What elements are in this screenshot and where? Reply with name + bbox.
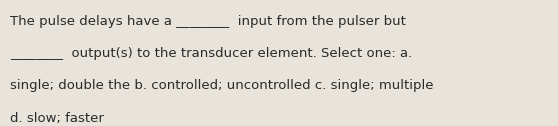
Text: d. slow; faster: d. slow; faster	[10, 112, 104, 124]
Text: The pulse delays have a ________  input from the pulser but: The pulse delays have a ________ input f…	[10, 15, 406, 28]
Text: ________  output(s) to the transducer element. Select one: a.: ________ output(s) to the transducer ele…	[10, 47, 412, 60]
Text: single; double the b. controlled; uncontrolled c. single; multiple: single; double the b. controlled; uncont…	[10, 79, 434, 92]
